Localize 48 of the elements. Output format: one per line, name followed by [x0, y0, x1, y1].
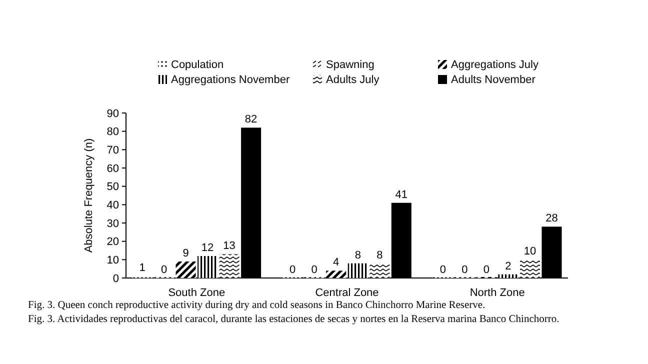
legend-label: Spawning — [326, 59, 374, 71]
y-tick-label: 80 — [106, 126, 119, 138]
caption: Fig. 3. Actividades reproductivas del caracol, durante las estaciones de secas y nortes en la Reserva marina Banco Chinchorro. — [28, 314, 560, 325]
y-tick-label: 70 — [106, 144, 119, 157]
data-label: 0 — [462, 264, 468, 276]
y-tick-label: 90 — [106, 108, 119, 120]
bar — [219, 254, 240, 278]
data-label: 13 — [223, 240, 236, 252]
data-label: 2 — [505, 260, 512, 272]
bar — [198, 256, 218, 278]
data-label: 41 — [395, 188, 408, 201]
data-label: 0 — [160, 264, 168, 276]
data-label: 4 — [333, 256, 340, 269]
legend-label: Adults November — [451, 74, 536, 86]
data-label: 0 — [440, 264, 446, 276]
legend-label: Aggregations November — [171, 74, 290, 86]
y-tick-label: 10 — [106, 254, 119, 267]
y-tick-label: 20 — [106, 236, 119, 248]
data-label: 1 — [139, 262, 146, 274]
y-tick-label: 30 — [106, 218, 119, 230]
data-label: 8 — [376, 249, 383, 262]
y-tick-label: 60 — [106, 162, 119, 175]
x-tick-label: Central Zone — [315, 287, 379, 299]
y-tick-label: 40 — [106, 200, 119, 212]
legend-label: Aggregations July — [451, 59, 539, 71]
data-label: 0 — [290, 264, 296, 276]
bar — [326, 270, 346, 278]
bar — [520, 260, 540, 278]
y-tick-label: 50 — [106, 181, 119, 194]
data-label: 0 — [311, 264, 318, 276]
bar — [370, 263, 390, 278]
data-label: 10 — [524, 246, 536, 258]
y-axis-title: Absolute Frequency (n) — [83, 138, 95, 253]
data-label: 0 — [483, 264, 490, 276]
bar — [176, 262, 196, 278]
caption: Fig. 3. Queen conch reproductive activity during dry and cold seasons in Banco Chinchorro Marine Reserve. — [28, 300, 486, 311]
y-tick-label: 0 — [112, 272, 119, 285]
data-label: 82 — [244, 114, 258, 126]
data-label: 28 — [546, 212, 558, 225]
data-label: 8 — [354, 249, 361, 262]
bar — [348, 263, 368, 278]
legend-label: Adults July — [326, 74, 380, 86]
x-tick-label: South Zone — [168, 287, 226, 299]
legend-label: Copulation — [171, 59, 224, 71]
x-tick-label: North Zone — [470, 287, 525, 299]
data-label: 12 — [201, 242, 214, 254]
data-label: 9 — [182, 248, 189, 260]
bar — [498, 274, 518, 278]
